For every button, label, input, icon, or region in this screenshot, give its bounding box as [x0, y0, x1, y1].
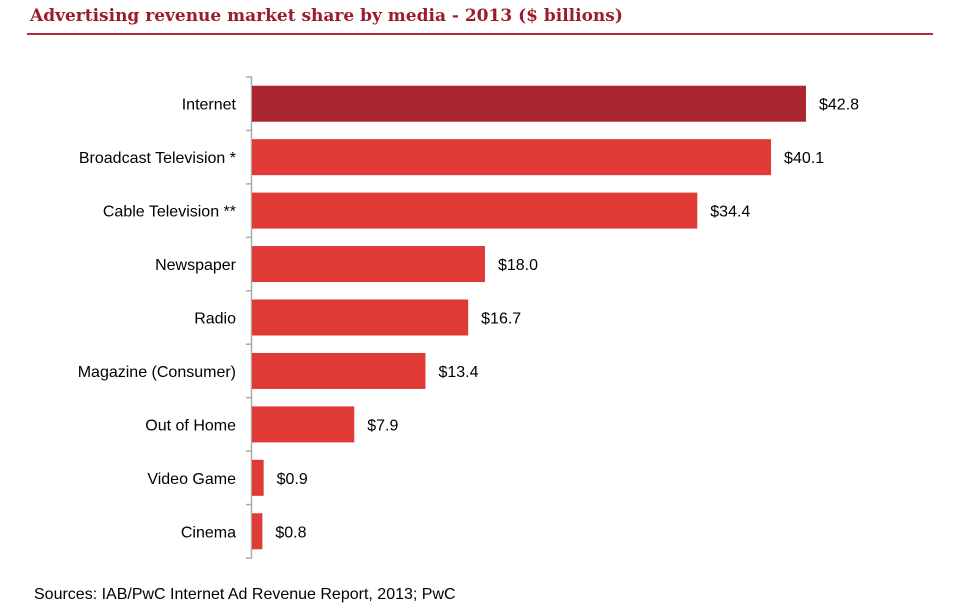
category-label: Cinema — [181, 524, 236, 541]
category-label: Radio — [194, 311, 236, 328]
category-label: Cable Television ** — [103, 204, 236, 221]
bar — [252, 513, 263, 550]
data-label: $7.9 — [367, 417, 398, 434]
category-label: Newspaper — [155, 257, 237, 274]
data-label: $40.1 — [784, 150, 824, 167]
title-divider — [27, 33, 933, 35]
category-label: Video Game — [147, 471, 236, 488]
bar — [252, 299, 469, 336]
data-label: $0.9 — [277, 471, 308, 488]
bar — [252, 459, 264, 496]
category-label: Magazine (Consumer) — [78, 364, 236, 381]
data-label: $0.8 — [275, 524, 306, 541]
category-label: Internet — [182, 97, 237, 114]
data-label: $42.8 — [819, 97, 859, 114]
bar — [252, 85, 806, 122]
chart-source: Sources: IAB/PwC Internet Ad Revenue Rep… — [34, 586, 456, 603]
data-label: $16.7 — [481, 311, 521, 328]
data-label: $18.0 — [498, 257, 538, 274]
chart-title: Advertising revenue market share by medi… — [30, 6, 623, 26]
bar — [252, 406, 355, 443]
bar — [252, 139, 772, 176]
bar — [252, 352, 426, 389]
bar — [252, 192, 698, 229]
bar — [252, 246, 485, 283]
category-label: Out of Home — [145, 417, 236, 434]
data-label: $34.4 — [710, 204, 750, 221]
data-label: $13.4 — [438, 364, 478, 381]
category-label: Broadcast Television * — [79, 150, 236, 167]
